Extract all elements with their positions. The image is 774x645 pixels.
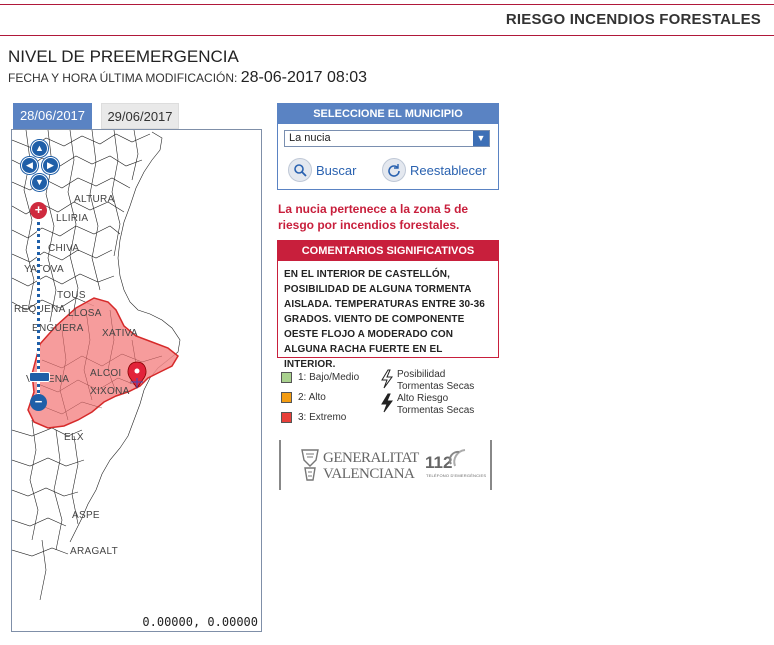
generalitat-line2: VALENCIANA (323, 466, 415, 482)
zoom-track[interactable] (37, 210, 40, 400)
comments-panel-body: EN EL INTERIOR DE CASTELLÓN, POSIBILIDAD… (284, 269, 485, 370)
map-label-town: LLIRIA (56, 213, 89, 224)
legend-level-high: 2: Alto (281, 392, 326, 403)
legend-storm-high: Alto Riesgo Tormentas Secas (380, 393, 474, 417)
emergency-112-subtitle: TELÉFONO D'EMERGÈNCIES (426, 473, 487, 478)
legend-swatch (281, 412, 292, 423)
generalitat-logo-text: GENERALITAT VALENCIANA (323, 450, 419, 482)
municipality-panel: SELECCIONE EL MUNICIPIO La nucia ▼ Busca… (277, 103, 499, 190)
legend-swatch (281, 372, 292, 383)
map-canvas (12, 130, 181, 601)
municipality-panel-header: SELECCIONE EL MUNICIPIO (278, 104, 498, 124)
map-label-town: ARAGALT (70, 546, 119, 557)
search-button-label: Buscar (316, 162, 357, 178)
lightning-outline-icon (381, 369, 393, 389)
emergency-112-logo: 112 (425, 453, 453, 472)
map-label-town: TOUS (57, 290, 86, 301)
generalitat-logo-icon (301, 449, 319, 481)
last-modified-label: FECHA Y HORA ÚLTIMA MODIFICACIÓN (8, 71, 235, 85)
map-label-town: ASPE (72, 510, 100, 521)
map-label-town: LLOSA (68, 308, 102, 319)
emergency-level-title: NIVEL DE PREEMERGENCIA (8, 47, 239, 66)
header-divider (0, 35, 774, 36)
lightning-filled-icon (381, 393, 393, 413)
extreme-risk-zone[interactable] (27, 297, 179, 429)
refresh-icon (382, 158, 406, 182)
legend-storm-possible: Posibilidad Tormentas Secas (380, 369, 474, 393)
logo-divider (279, 440, 281, 490)
municipality-select-value: La nucia (289, 132, 331, 144)
search-icon (288, 158, 312, 182)
legend-swatch (281, 392, 292, 403)
zone-info-text: La nucia pertenece a la zona 5 de riesgo… (278, 202, 469, 232)
map-label-town: CHIVA (48, 243, 80, 254)
top-divider (0, 4, 774, 5)
tab-date-1[interactable]: 28/06/2017 (13, 103, 92, 129)
search-button[interactable]: Buscar (288, 157, 356, 183)
zoom-in-button[interactable]: + (30, 202, 47, 219)
legend-level-low: 1: Bajo/Medio (281, 372, 359, 383)
last-modified: FECHA Y HORA ÚLTIMA MODIFICACIÓN: 28-06-… (8, 69, 367, 87)
page-header-title: RIESGO INCENDIOS FORESTALES (505, 11, 761, 28)
reset-button-label: Reestablecer (410, 162, 487, 178)
last-modified-value: 28-06-2017 08:03 (240, 69, 368, 86)
legend-label: 2: Alto (298, 392, 326, 403)
risk-map[interactable]: ALTURA LLIRIA CHIVA YATOVA TOUS REQUENA … (11, 129, 262, 632)
legend-label: 1: Bajo/Medio (298, 372, 360, 383)
tab-date-2[interactable]: 29/06/2017 (101, 103, 179, 129)
pan-down-button[interactable]: ▼ (31, 174, 48, 191)
generalitat-line1: GENERALITAT (323, 450, 419, 466)
map-label-town: ALCOI (90, 368, 122, 379)
comments-panel-header: COMENTARIOS SIGNIFICATIVOS (278, 241, 498, 261)
last-modified-separator: : (234, 71, 238, 85)
pan-right-button[interactable]: ▶ (42, 157, 59, 174)
zoom-out-button[interactable]: − (30, 394, 47, 411)
legend-storm-line2: Tormentas Secas (397, 405, 475, 416)
map-label-town: YATOVA (24, 264, 64, 275)
logos-strip: GENERALITAT VALENCIANA 112 TELÉFONO D'EM… (279, 440, 492, 490)
logo-divider (490, 440, 492, 490)
zoom-slider-handle[interactable] (29, 372, 50, 382)
pan-left-button[interactable]: ◀ (21, 157, 38, 174)
legend-storm-line1: Posibilidad (397, 369, 446, 380)
chevron-down-icon[interactable]: ▼ (473, 131, 489, 146)
map-label-town: XATIVA (102, 328, 138, 339)
legend-level-extreme: 3: Extremo (281, 412, 346, 423)
municipality-select[interactable]: La nucia ▼ (284, 130, 490, 147)
comments-panel: COMENTARIOS SIGNIFICATIVOS EN EL INTERIO… (277, 240, 499, 370)
map-coordinates: 0.00000, 0.00000 (142, 615, 258, 629)
pan-up-button[interactable]: ▲ (31, 140, 48, 157)
reset-button[interactable]: Reestablecer (382, 157, 487, 183)
map-label-town: ELX (64, 432, 84, 443)
legend-storm-line2: Tormentas Secas (397, 381, 475, 392)
map-label-town: ENGUERA (32, 323, 84, 334)
map-label-town: ALTURA (74, 194, 115, 205)
signal-waves-icon (448, 449, 466, 467)
legend-storm-line1: Alto Riesgo (397, 393, 449, 404)
legend-label: 3: Extremo (298, 412, 347, 423)
map-label-town: XIXONA (90, 386, 130, 397)
